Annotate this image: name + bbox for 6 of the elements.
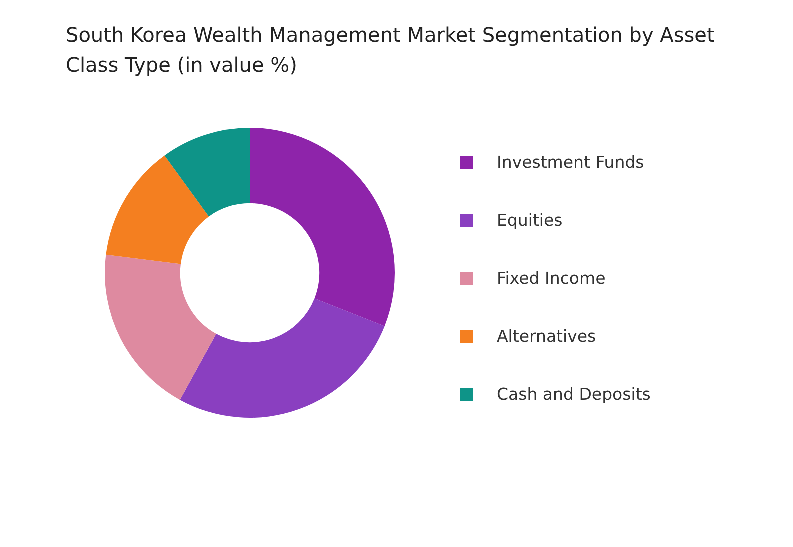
legend-label: Alternatives bbox=[497, 326, 596, 346]
legend-label: Equities bbox=[497, 210, 563, 230]
legend-label: Cash and Deposits bbox=[497, 384, 651, 404]
legend-label: Fixed Income bbox=[497, 268, 606, 288]
legend-label: Investment Funds bbox=[497, 152, 644, 172]
chart-title: South Korea Wealth Management Market Segmentation by Asset Class Type (in value %) bbox=[66, 22, 716, 79]
